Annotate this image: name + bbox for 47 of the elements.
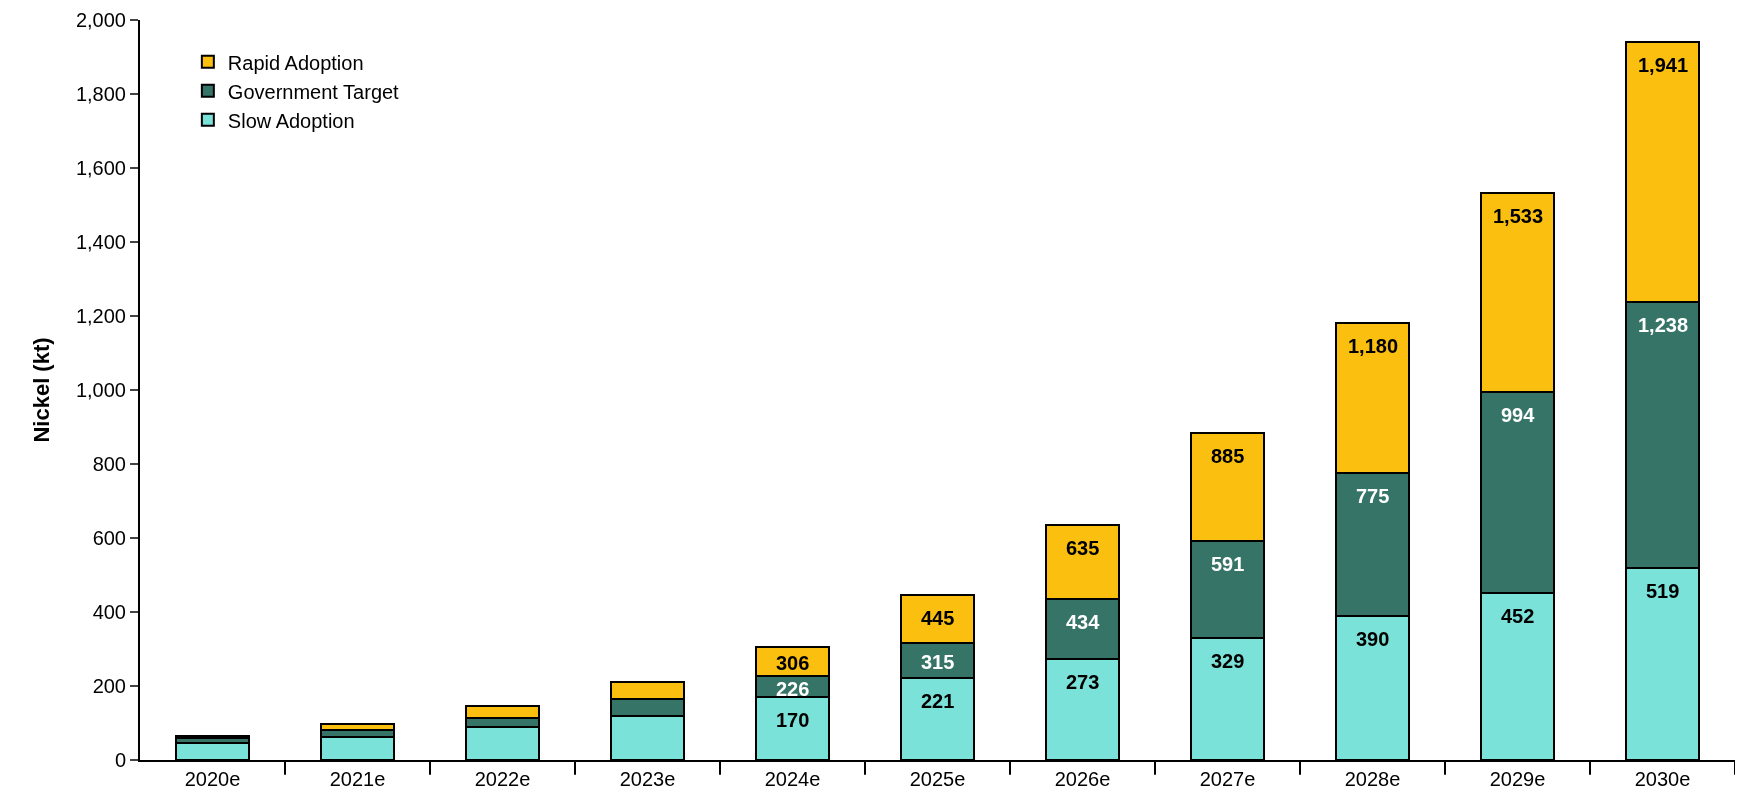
legend-label: Government Target xyxy=(227,80,400,103)
x-tick-label: 2028e xyxy=(1344,768,1401,790)
y-tick-label: 0 xyxy=(114,749,126,771)
annotation: 315 xyxy=(921,651,955,673)
annotation: 221 xyxy=(921,690,955,712)
annotation: 170 xyxy=(776,709,810,731)
legend-label: Rapid Adoption xyxy=(227,51,364,74)
x-tick-label: 2030e xyxy=(1634,768,1691,790)
y-tick-label: 400 xyxy=(92,601,126,623)
y-tick-label: 2,000 xyxy=(75,9,126,31)
annotation: 452 xyxy=(1501,605,1535,627)
y-tick-label: 1,000 xyxy=(75,379,126,401)
x-tick-label: 2022e xyxy=(474,768,531,790)
annotation: 329 xyxy=(1211,650,1245,672)
y-tick-label: 1,600 xyxy=(75,157,126,179)
x-tick-label: 2026e xyxy=(1054,768,1111,790)
x-tick-label: 2027e xyxy=(1199,768,1256,790)
y-tick-label: 1,200 xyxy=(75,305,126,327)
x-tick-label: 2023e xyxy=(619,768,676,790)
annotation: 434 xyxy=(1066,611,1101,633)
y-tick-label: 1,800 xyxy=(75,83,126,105)
annotation: 1,941 xyxy=(1638,54,1689,76)
annotation: 591 xyxy=(1211,553,1245,575)
legend-label: Slow Adoption xyxy=(227,109,355,132)
annotation: 1,533 xyxy=(1493,205,1544,227)
x-tick-label: 2025e xyxy=(909,768,966,790)
annotation: 445 xyxy=(921,607,955,629)
y-tick-label: 1,400 xyxy=(75,231,126,253)
annotation: 390 xyxy=(1356,628,1390,650)
y-tick-label: 800 xyxy=(92,453,126,475)
annotation: 226 xyxy=(776,678,810,700)
y-tick-label: 200 xyxy=(92,675,126,697)
annotation: 306 xyxy=(776,652,810,674)
annotation: 775 xyxy=(1356,485,1390,507)
annotation: 1,238 xyxy=(1638,314,1689,336)
x-tick-label: 2024e xyxy=(764,768,821,790)
annotation: 635 xyxy=(1066,537,1100,559)
annotation: 885 xyxy=(1211,445,1245,467)
y-axis-title: Nickel (kt) xyxy=(29,337,55,443)
x-tick-label: 2029e xyxy=(1489,768,1546,790)
annotation: 519 xyxy=(1646,580,1680,602)
y-tick-label: 600 xyxy=(92,527,126,549)
annotation: 994 xyxy=(1501,404,1536,426)
x-tick-label: 2021e xyxy=(329,768,386,790)
annotation: 273 xyxy=(1066,671,1100,693)
annotation: 1,180 xyxy=(1348,335,1399,357)
x-tick-label: 2020e xyxy=(184,768,241,790)
